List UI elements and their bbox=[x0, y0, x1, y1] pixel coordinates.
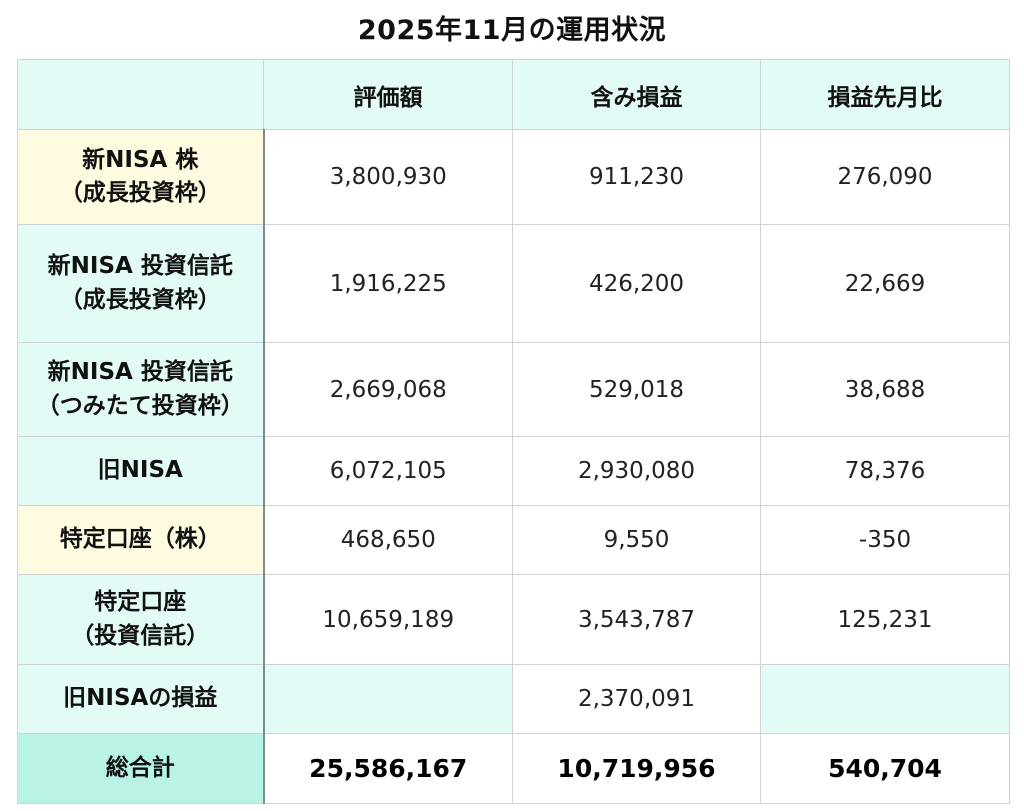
cell-valuation: 3,800,930 bbox=[263, 129, 513, 225]
row-label-line1: 新NISA 投資信託 bbox=[47, 359, 233, 386]
cell-valuation: 1,916,225 bbox=[263, 224, 513, 343]
table-row: 新NISA 投資信託 （つみたて投資枠） 2,669,068 529,018 3… bbox=[17, 342, 1010, 437]
cell-valuation: 468,650 bbox=[263, 505, 513, 575]
row-label-line2: （成長投資枠） bbox=[59, 286, 221, 313]
cell-unrealized-gain: 911,230 bbox=[512, 129, 761, 225]
row-label: 特定口座 （投資信託） bbox=[17, 574, 265, 665]
row-label-line2: （成長投資枠） bbox=[59, 180, 221, 206]
cell-unrealized-gain: 3,543,787 bbox=[512, 574, 761, 665]
row-label-line1: 新NISA 株 bbox=[82, 146, 199, 173]
table-row: 旧NISAの損益 2,370,091 bbox=[17, 664, 1010, 734]
total-row: 総合計 25,586,167 10,719,956 540,704 bbox=[17, 733, 1010, 804]
column-header-unrealized-gain: 含み損益 bbox=[512, 59, 761, 130]
cell-valuation: 2,669,068 bbox=[263, 342, 513, 437]
total-label: 総合計 bbox=[17, 733, 265, 804]
row-label: 新NISA 株 （成長投資枠） bbox=[17, 129, 265, 225]
cell-monthly-change: -350 bbox=[760, 505, 1010, 575]
row-label: 新NISA 投資信託 （成長投資枠） bbox=[17, 224, 265, 343]
cell-valuation: 10,659,189 bbox=[263, 574, 513, 665]
cell-unrealized-gain: 426,200 bbox=[512, 224, 761, 343]
header-corner-cell bbox=[17, 59, 264, 130]
row-label: 新NISA 投資信託 （つみたて投資枠） bbox=[17, 342, 265, 437]
row-label-line2: （つみたて投資枠） bbox=[36, 392, 244, 419]
cell-unrealized-gain: 529,018 bbox=[512, 342, 761, 437]
total-monthly-change: 540,704 bbox=[760, 733, 1010, 804]
cell-monthly-change: 38,688 bbox=[760, 342, 1010, 437]
row-label-line1: 特定口座 bbox=[94, 589, 187, 616]
cell-monthly-change-empty bbox=[760, 664, 1010, 734]
header-row: 評価額 含み損益 損益先月比 bbox=[17, 59, 1010, 130]
table-row: 新NISA 株 （成長投資枠） 3,800,930 911,230 276,09… bbox=[17, 129, 1010, 225]
column-header-monthly-change: 損益先月比 bbox=[760, 59, 1010, 130]
cell-unrealized-gain: 2,930,080 bbox=[512, 436, 761, 506]
cell-unrealized-gain: 9,550 bbox=[512, 505, 761, 575]
cell-monthly-change: 78,376 bbox=[760, 436, 1010, 506]
row-label-line2: （投資信託） bbox=[71, 622, 210, 649]
row-label: 旧NISAの損益 bbox=[17, 664, 265, 734]
total-unrealized-gain: 10,719,956 bbox=[512, 733, 761, 804]
table-row: 特定口座（株） 468,650 9,550 -350 bbox=[17, 505, 1010, 575]
table-row: 旧NISA 6,072,105 2,930,080 78,376 bbox=[17, 436, 1010, 506]
page-title: 2025年11月の運用状況 bbox=[357, 15, 667, 46]
cell-unrealized-gain: 2,370,091 bbox=[512, 664, 761, 734]
cell-valuation: 6,072,105 bbox=[263, 436, 513, 506]
table-row: 新NISA 投資信託 （成長投資枠） 1,916,225 426,200 22,… bbox=[17, 224, 1010, 343]
row-label: 特定口座（株） bbox=[17, 505, 265, 575]
total-valuation: 25,586,167 bbox=[263, 733, 513, 804]
table-row: 特定口座 （投資信託） 10,659,189 3,543,787 125,231 bbox=[17, 574, 1010, 665]
row-label: 旧NISA bbox=[17, 436, 265, 506]
row-label-line1: 新NISA 投資信託 bbox=[47, 253, 233, 280]
cell-monthly-change: 276,090 bbox=[760, 129, 1010, 225]
portfolio-table: 評価額 含み損益 損益先月比 新NISA 株 （成長投資枠） 3,800,930… bbox=[17, 59, 1010, 804]
cell-monthly-change: 125,231 bbox=[760, 574, 1010, 665]
column-header-valuation: 評価額 bbox=[263, 59, 513, 130]
cell-valuation-empty bbox=[263, 664, 513, 734]
cell-monthly-change: 22,669 bbox=[760, 224, 1010, 343]
